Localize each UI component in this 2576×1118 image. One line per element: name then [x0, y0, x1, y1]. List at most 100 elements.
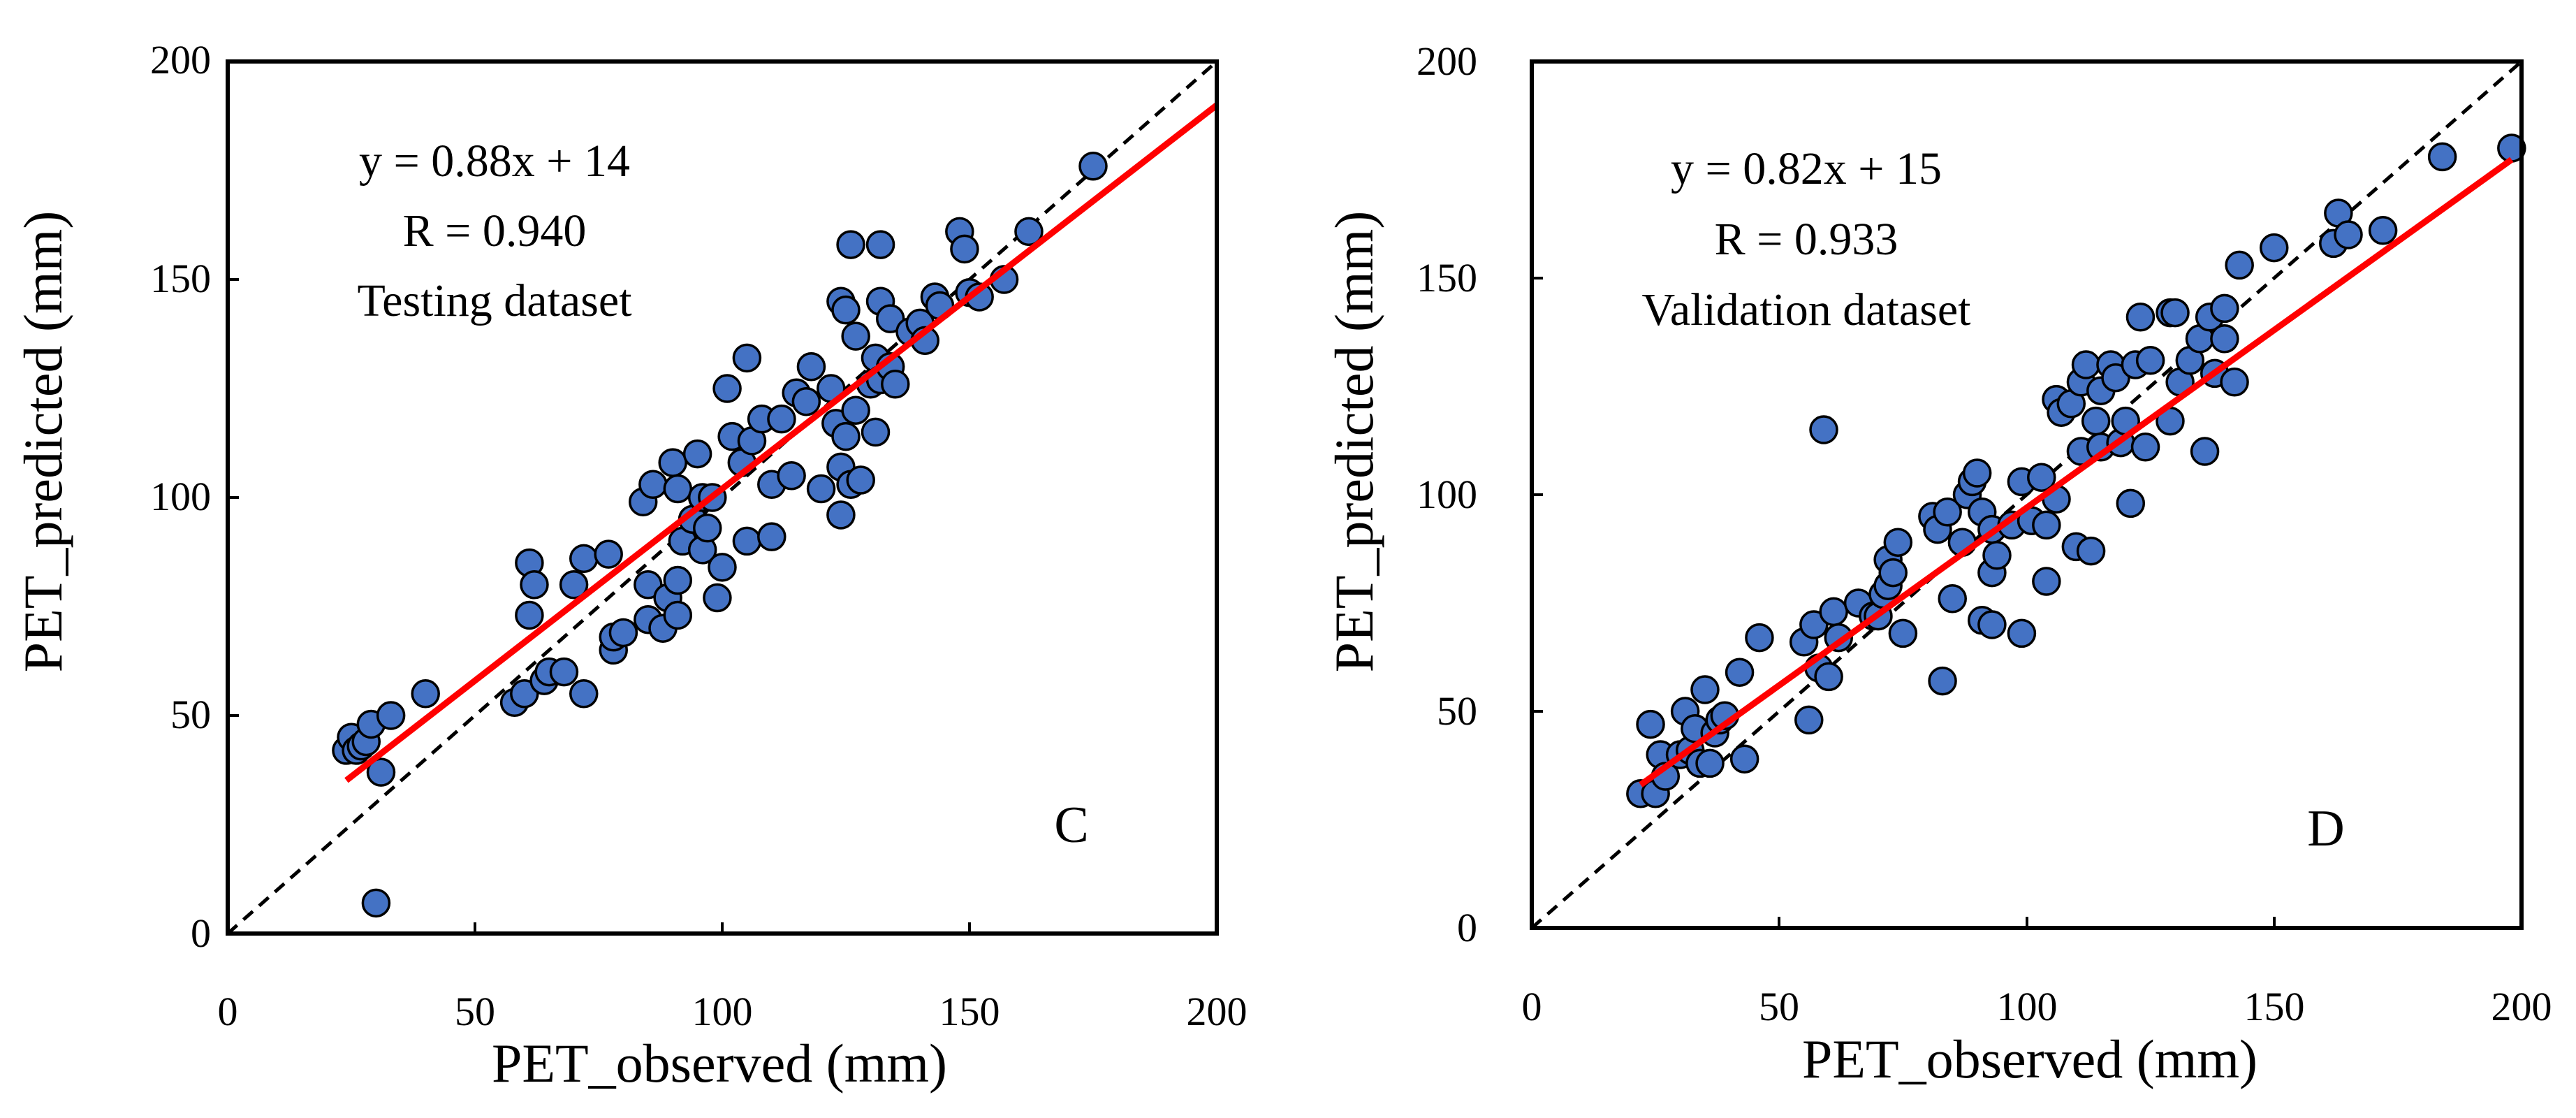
x-axis-label-c: PET_observed (mm) [492, 1033, 947, 1094]
data-point [1982, 541, 2012, 570]
data-point [757, 522, 786, 551]
data-point [638, 470, 668, 500]
data-point [515, 600, 544, 630]
data-point [2260, 233, 2289, 263]
data-point [708, 553, 737, 582]
data-point [2334, 220, 2363, 249]
data-point [777, 461, 806, 491]
data-point [693, 513, 722, 543]
data-point [2220, 368, 2249, 397]
x-tick-label: 50 [1759, 984, 1799, 1029]
data-point [376, 701, 406, 730]
data-point [796, 352, 826, 382]
plot-frame-c [226, 59, 1219, 936]
dataset-annotation-d: Validation dataset [1641, 284, 1970, 335]
data-point [1977, 610, 2007, 639]
data-point [831, 421, 861, 451]
x-tick-label: 100 [692, 989, 753, 1034]
data-point [732, 343, 762, 373]
data-point [1962, 458, 1992, 488]
tick-labels-y-c: 0 50 100 150 200 [150, 37, 211, 956]
data-point [861, 417, 891, 447]
data-point [2210, 324, 2239, 354]
data-point [1809, 415, 1838, 444]
data-point [2135, 346, 2165, 375]
data-point [841, 321, 870, 351]
data-point [1725, 658, 1755, 687]
tick-labels-x-d: 0 50 100 150 200 [1522, 984, 2552, 1029]
data-point [569, 544, 599, 574]
y-tick-label: 0 [191, 910, 211, 956]
y-tick-label: 200 [1417, 38, 1477, 84]
data-point [1745, 623, 1774, 653]
data-point [663, 565, 693, 595]
data-point [1814, 662, 1843, 692]
data-point [2076, 536, 2106, 566]
data-point [549, 657, 579, 687]
x-tick-label: 150 [939, 989, 1000, 1034]
data-point [2071, 350, 2101, 379]
data-point [569, 679, 599, 709]
data-point [2210, 293, 2239, 324]
data-point [806, 474, 836, 504]
data-point [663, 474, 693, 504]
data-point [1933, 498, 1962, 527]
x-axis-label-d: PET_observed (mm) [1802, 1029, 2257, 1089]
data-point [846, 465, 875, 495]
data-point [608, 618, 638, 648]
data-point [2427, 142, 2457, 172]
plot-frame-d [1530, 59, 2524, 930]
data-point [411, 679, 440, 709]
data-point [1799, 610, 1829, 639]
data-point [2190, 437, 2220, 466]
data-point [2032, 567, 2061, 596]
y-tick-label: 150 [150, 256, 211, 301]
data-point [2130, 433, 2160, 462]
data-point [559, 570, 589, 600]
panel-c: PET_predicted (mm) PET_observed (mm) 0 5… [13, 37, 1247, 1094]
data-point [510, 679, 539, 709]
points-c [332, 152, 1108, 918]
data-point [732, 526, 762, 556]
data-point [1729, 744, 1759, 774]
r-annotation-c: R = 0.940 [403, 205, 587, 256]
data-point [2081, 406, 2111, 436]
points-d [1626, 133, 2526, 808]
data-point [841, 395, 870, 425]
data-point [1928, 666, 1957, 696]
x-tick-label: 200 [1187, 989, 1247, 1034]
fit-line-d [1639, 157, 2514, 787]
data-point [1794, 705, 1824, 735]
y-tick-label: 50 [1437, 688, 1477, 734]
data-point [2225, 250, 2254, 280]
y-axis-label-d: PET_predicted (mm) [1324, 211, 1384, 673]
data-point [2101, 363, 2130, 393]
data-point [634, 570, 663, 600]
data-point [865, 230, 895, 259]
data-point [712, 374, 742, 403]
data-point [703, 583, 732, 613]
data-point [1014, 217, 1044, 247]
x-tick-label: 0 [218, 989, 238, 1034]
data-point [836, 230, 865, 259]
panel-d: PET_predicted (mm) PET_observed (mm) 0 5… [1324, 38, 2552, 1089]
y-tick-label: 100 [1417, 472, 1477, 517]
data-point [663, 600, 693, 630]
x-tick-label: 0 [1522, 984, 1542, 1029]
data-point [2160, 298, 2190, 328]
x-tick-label: 100 [1997, 984, 2058, 1029]
tick-labels-y-d: 0 50 100 150 200 [1417, 38, 1477, 950]
x-tick-label: 150 [2244, 984, 2305, 1029]
data-point [1636, 709, 1665, 739]
panel-letter-d: D [2307, 800, 2344, 857]
data-point [520, 570, 549, 600]
data-point [2027, 463, 2056, 492]
data-point [2007, 618, 2037, 648]
fit-line-c [344, 102, 1219, 783]
data-point [1938, 584, 1967, 614]
data-point [881, 370, 910, 399]
data-point [1878, 558, 1908, 588]
data-point [831, 295, 861, 325]
y-tick-label: 50 [170, 692, 211, 737]
